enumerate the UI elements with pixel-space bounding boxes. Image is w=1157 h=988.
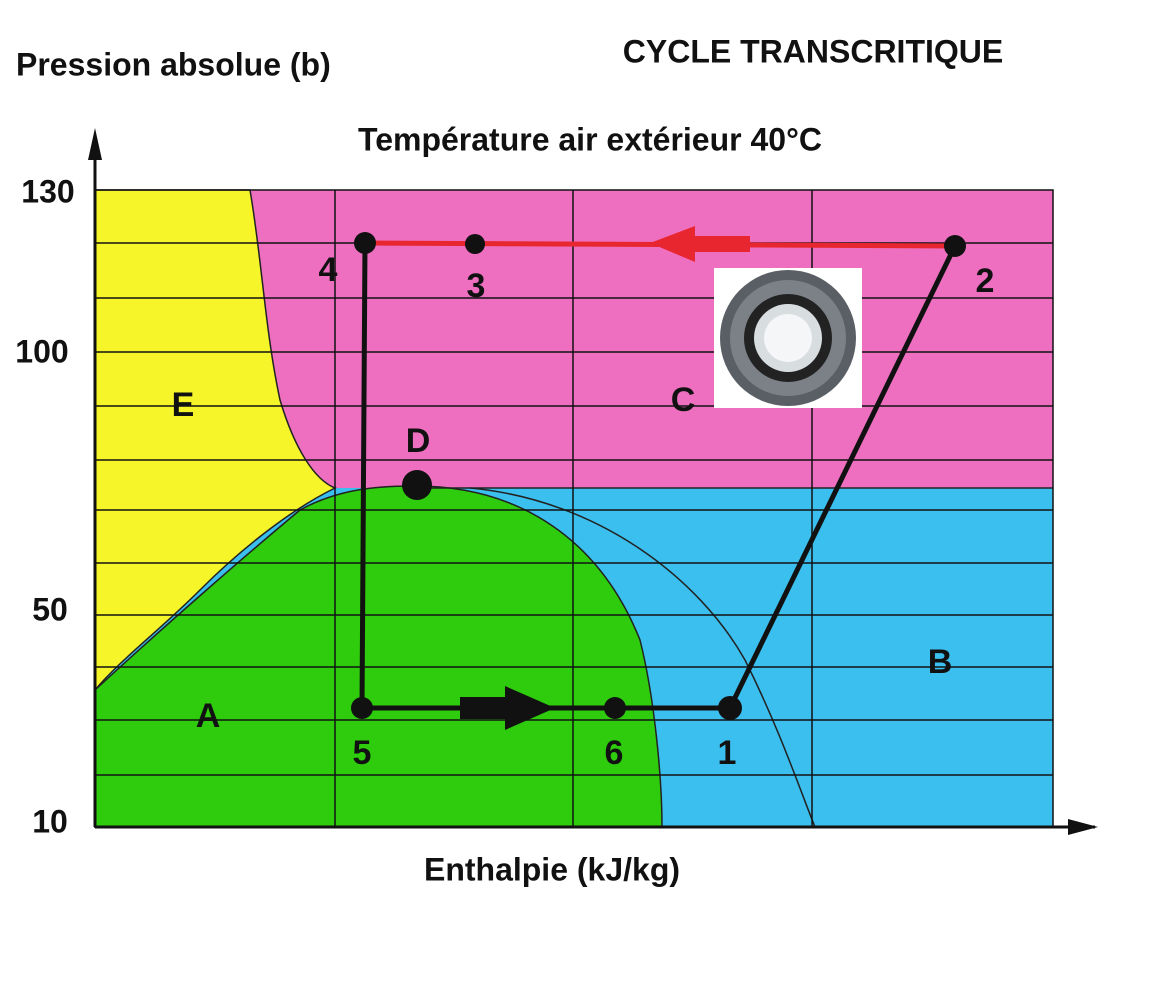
point-label: 4 bbox=[319, 251, 338, 289]
region-label: D bbox=[406, 422, 431, 460]
y-axis-arrow bbox=[88, 128, 102, 160]
point-label: 6 bbox=[605, 734, 624, 772]
y-tick-label: 130 bbox=[21, 173, 74, 209]
point-label: 2 bbox=[976, 262, 995, 300]
subtitle: Température air extérieur 40°C bbox=[358, 121, 822, 157]
region-label: E bbox=[172, 386, 195, 424]
points bbox=[351, 232, 966, 720]
black-arrow bbox=[460, 686, 555, 730]
y-tick-label: 50 bbox=[32, 591, 68, 627]
isotherm bbox=[469, 487, 816, 828]
title: CYCLE TRANSCRITIQUE bbox=[623, 33, 1003, 69]
region-label: B bbox=[928, 643, 953, 681]
point-label: 1 bbox=[718, 734, 737, 772]
region-label: C bbox=[671, 381, 696, 419]
x-axis-arrow bbox=[1068, 819, 1098, 835]
sight-glass-image bbox=[714, 268, 862, 408]
y-tick-label: 100 bbox=[15, 333, 68, 369]
y-axis-label: Pression absolue (b) bbox=[16, 46, 331, 82]
region-label: A bbox=[196, 697, 221, 735]
grid bbox=[94, 189, 1054, 828]
point-label: 3 bbox=[467, 267, 486, 305]
x-axis-label: Enthalpie (kJ/kg) bbox=[424, 851, 680, 887]
red-arrow bbox=[650, 226, 750, 262]
y-tick-label: 10 bbox=[32, 803, 68, 839]
point-label: 5 bbox=[353, 734, 372, 772]
